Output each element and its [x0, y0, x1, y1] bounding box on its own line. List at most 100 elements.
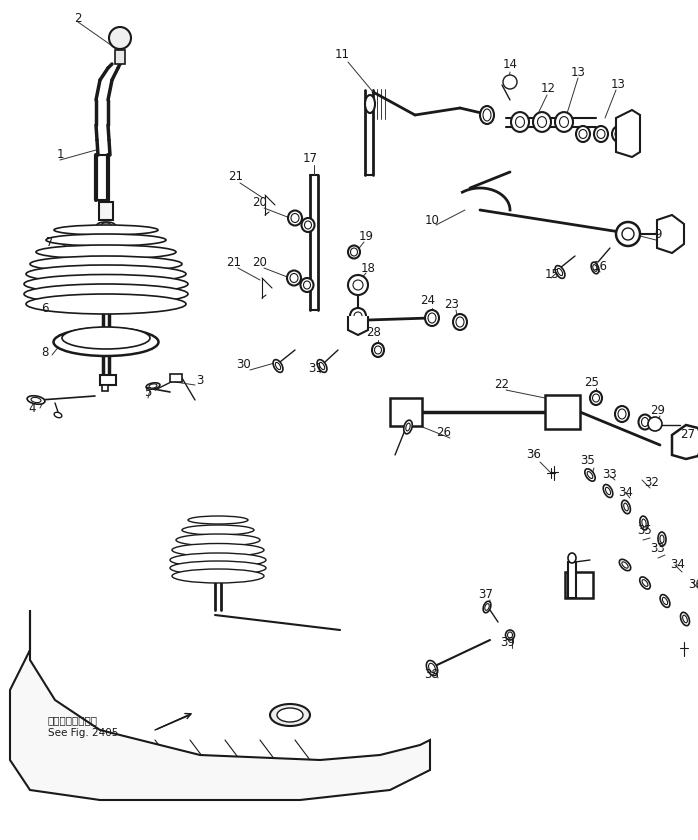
Ellipse shape: [594, 126, 608, 142]
Ellipse shape: [27, 396, 45, 404]
Ellipse shape: [453, 314, 467, 330]
Ellipse shape: [605, 487, 611, 495]
Ellipse shape: [662, 597, 667, 605]
Ellipse shape: [660, 535, 664, 543]
Bar: [115, 50, 125, 64]
Ellipse shape: [425, 310, 439, 326]
Ellipse shape: [619, 559, 631, 570]
Ellipse shape: [483, 109, 491, 121]
Text: 2: 2: [74, 12, 82, 24]
Text: 33: 33: [651, 542, 665, 554]
Ellipse shape: [642, 580, 648, 586]
Ellipse shape: [288, 211, 302, 225]
Ellipse shape: [348, 245, 360, 259]
Ellipse shape: [172, 543, 264, 556]
Ellipse shape: [597, 129, 605, 139]
Ellipse shape: [291, 213, 299, 223]
Bar: [102, 385, 108, 391]
Circle shape: [109, 27, 131, 49]
Text: 第２４０５回参照: 第２４０５回参照: [48, 715, 98, 725]
Ellipse shape: [587, 471, 593, 479]
Text: 4: 4: [28, 402, 36, 414]
Ellipse shape: [615, 129, 623, 139]
Ellipse shape: [277, 708, 303, 722]
Ellipse shape: [304, 221, 311, 229]
Ellipse shape: [533, 112, 551, 132]
Ellipse shape: [350, 248, 357, 256]
Text: 37: 37: [479, 587, 493, 601]
Ellipse shape: [591, 262, 599, 274]
Ellipse shape: [641, 417, 648, 427]
Ellipse shape: [26, 294, 186, 314]
Ellipse shape: [590, 391, 602, 405]
Text: 18: 18: [361, 261, 376, 275]
Ellipse shape: [622, 501, 630, 514]
Ellipse shape: [576, 126, 590, 142]
Ellipse shape: [555, 112, 573, 132]
Circle shape: [616, 222, 640, 246]
Text: 3: 3: [196, 374, 204, 386]
Ellipse shape: [304, 281, 311, 289]
Text: 20: 20: [253, 196, 267, 208]
Text: 34: 34: [618, 486, 634, 500]
Ellipse shape: [537, 117, 547, 128]
Ellipse shape: [593, 394, 600, 402]
Polygon shape: [348, 316, 368, 335]
Ellipse shape: [426, 660, 438, 675]
Ellipse shape: [593, 265, 597, 271]
Polygon shape: [616, 110, 640, 157]
Text: 29: 29: [651, 403, 665, 417]
Ellipse shape: [456, 317, 464, 327]
Text: 15: 15: [544, 267, 559, 281]
Circle shape: [622, 228, 634, 240]
Text: 25: 25: [584, 375, 600, 388]
Ellipse shape: [639, 414, 651, 429]
Text: 23: 23: [445, 297, 459, 311]
Text: 39: 39: [500, 637, 515, 649]
Ellipse shape: [507, 632, 512, 638]
Bar: [100, 375, 116, 385]
Text: 16: 16: [593, 260, 607, 274]
Text: 32: 32: [644, 475, 660, 489]
Circle shape: [503, 75, 517, 89]
Ellipse shape: [568, 553, 576, 563]
Ellipse shape: [320, 362, 325, 370]
Ellipse shape: [511, 112, 529, 132]
Ellipse shape: [485, 604, 489, 611]
Ellipse shape: [182, 525, 254, 535]
Text: 20: 20: [253, 255, 267, 269]
Ellipse shape: [26, 265, 186, 283]
Ellipse shape: [660, 595, 670, 607]
Ellipse shape: [36, 245, 176, 259]
Polygon shape: [672, 425, 698, 459]
Text: 13: 13: [611, 77, 625, 91]
Text: 36: 36: [526, 449, 542, 461]
Ellipse shape: [46, 234, 166, 246]
Ellipse shape: [275, 362, 281, 370]
Ellipse shape: [618, 409, 626, 419]
Bar: [390, 398, 422, 426]
Text: 1: 1: [57, 149, 64, 161]
Text: 9: 9: [654, 228, 662, 242]
Ellipse shape: [560, 117, 568, 128]
Ellipse shape: [683, 615, 688, 622]
Text: 21: 21: [228, 170, 244, 182]
Ellipse shape: [172, 569, 264, 583]
Ellipse shape: [365, 95, 375, 113]
Ellipse shape: [480, 106, 494, 124]
Ellipse shape: [54, 225, 158, 235]
Text: 26: 26: [436, 426, 452, 438]
Circle shape: [354, 312, 362, 320]
Circle shape: [348, 275, 368, 295]
Text: 5: 5: [144, 386, 151, 400]
Text: 38: 38: [424, 668, 439, 680]
Bar: [568, 562, 576, 598]
Bar: [170, 374, 182, 382]
Ellipse shape: [558, 269, 563, 276]
Text: 13: 13: [570, 66, 586, 78]
Ellipse shape: [62, 327, 150, 349]
Text: 11: 11: [334, 49, 350, 61]
Ellipse shape: [188, 516, 248, 524]
Ellipse shape: [658, 532, 666, 546]
Text: 24: 24: [420, 295, 436, 307]
